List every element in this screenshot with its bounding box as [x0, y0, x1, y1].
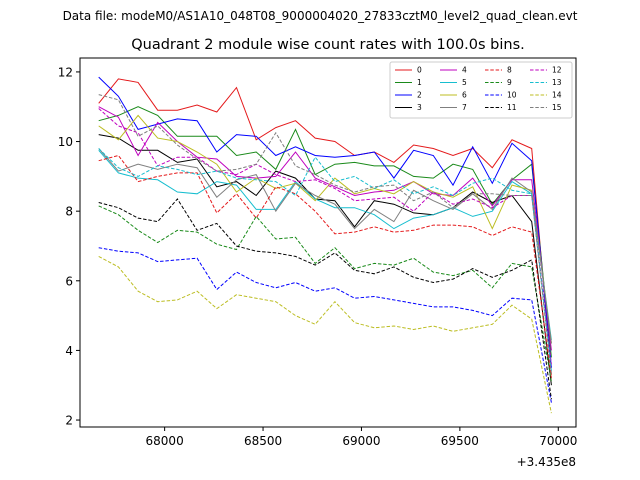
series-line-13: [98, 148, 552, 372]
series-line-9: [98, 205, 552, 382]
legend-label-1: 1: [417, 78, 422, 87]
legend-label-12: 12: [552, 66, 562, 75]
series-line-14: [98, 255, 552, 414]
legend-label-14: 14: [552, 91, 562, 100]
plot-frame: [79, 57, 577, 428]
x-tick-label: 69000: [342, 434, 380, 448]
y-axis: 2 4 6 8 10 12: [58, 65, 80, 428]
series-line-12: [98, 108, 552, 365]
legend-label-7: 7: [462, 103, 467, 112]
y-tick-label: 4: [65, 344, 73, 358]
legend-label-15: 15: [552, 103, 562, 112]
series-line-11: [98, 198, 552, 400]
legend-label-3: 3: [417, 103, 422, 112]
legend-label-9: 9: [507, 78, 512, 87]
series-line-8: [98, 154, 552, 379]
x-offset-label: +3.435e8: [517, 455, 576, 469]
series-line-3: [98, 134, 552, 386]
x-tick-label: 68500: [244, 434, 282, 448]
series-line-6: [98, 114, 552, 344]
x-axis: 68000 68500 69000 69500 70000: [146, 427, 577, 448]
series-line-10: [98, 247, 552, 403]
series-line-1: [98, 106, 552, 358]
legend-label-5: 5: [462, 78, 467, 87]
x-tick-label: 68000: [146, 434, 184, 448]
y-tick-label: 6: [65, 274, 73, 288]
y-tick-label: 12: [58, 65, 73, 79]
series-line-4: [98, 106, 552, 351]
legend-label-6: 6: [462, 91, 467, 100]
legend-label-2: 2: [417, 91, 422, 100]
x-tick-label: 70000: [539, 434, 577, 448]
series-line-15: [98, 94, 552, 375]
chart-title: Quadrant 2 module wise count rates with …: [131, 37, 525, 53]
legend-box: [389, 61, 573, 119]
series-line-0: [98, 78, 552, 375]
series-line-7: [98, 148, 552, 344]
y-tick-label: 8: [65, 205, 73, 219]
legend-label-13: 13: [552, 78, 562, 87]
chart-suptitle: Data file: modeM0/AS1A10_048T08_90000040…: [63, 9, 578, 23]
y-tick-label: 2: [65, 414, 73, 428]
y-tick-label: 10: [58, 135, 73, 149]
series-layer: [98, 76, 552, 414]
legend-label-8: 8: [507, 66, 512, 75]
legend-label-0: 0: [417, 66, 422, 75]
series-line-5: [98, 149, 552, 341]
legend-label-10: 10: [507, 91, 517, 100]
legend-label-4: 4: [462, 66, 467, 75]
x-tick-label: 69500: [441, 434, 479, 448]
series-line-2: [98, 76, 552, 368]
legend-label-11: 11: [507, 103, 517, 112]
